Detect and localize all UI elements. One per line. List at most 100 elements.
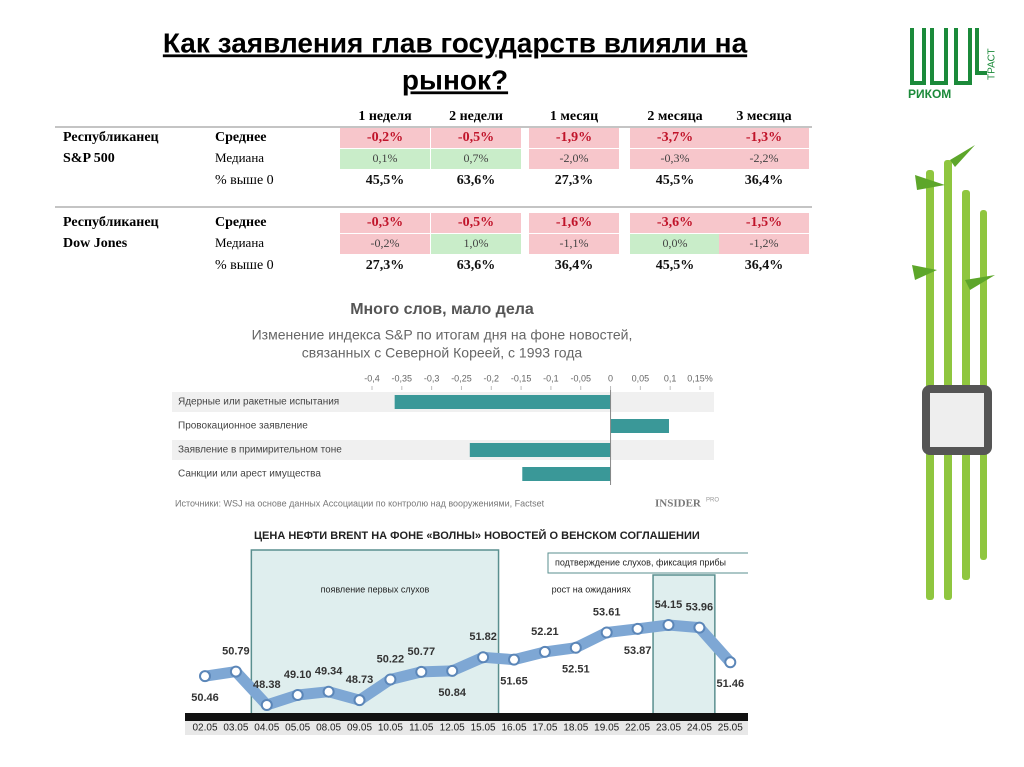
- cell-bg: [630, 149, 720, 169]
- cell: 36,4%: [555, 258, 594, 273]
- brand-suffix: PRO: [706, 498, 719, 504]
- cell: -0,3%: [367, 215, 403, 230]
- x-tick-label: 0,1: [664, 373, 677, 383]
- cell: -1,5%: [746, 215, 782, 230]
- point: [600, 626, 613, 639]
- point: [260, 699, 273, 711]
- cell: 36,4%: [745, 258, 784, 273]
- cell: 0,1%: [373, 151, 398, 165]
- x-tick-label: 0,05: [632, 373, 650, 383]
- column-header: 1 месяц: [550, 109, 598, 124]
- cell-bg: [719, 149, 809, 169]
- x-tick-label: 15.05: [471, 723, 496, 734]
- x-tick-label: -0,2: [484, 373, 500, 383]
- region: [652, 574, 716, 718]
- cell-bg: [529, 149, 619, 169]
- cell-bg: [630, 234, 720, 254]
- cell: 36,4%: [745, 173, 784, 188]
- point: [322, 685, 335, 698]
- point: [693, 621, 706, 634]
- bar: [522, 467, 611, 481]
- point: [415, 665, 428, 678]
- cell-bg: [340, 128, 430, 148]
- point: [353, 694, 366, 707]
- cell-bg: [431, 149, 521, 169]
- title: рынок?: [402, 64, 508, 95]
- x-tick-label: -0,05: [570, 373, 591, 383]
- cell: -2,2%: [750, 151, 779, 165]
- source: Источники: WSJ на основе данных Ассоциац…: [175, 498, 545, 508]
- cell-bg: [340, 149, 430, 169]
- cell: 63,6%: [457, 173, 496, 188]
- cell: 27,3%: [366, 258, 405, 273]
- point: [724, 656, 737, 669]
- x-tick-label: 12.05: [440, 723, 465, 734]
- row-label: Медиана: [215, 150, 264, 165]
- x-tick-label: 23.05: [656, 723, 681, 734]
- x-tick-label: 17.05: [532, 723, 557, 734]
- chart-subtitle: Изменение индекса S&P по итогам дня на ф…: [252, 327, 633, 343]
- cell: 0,7%: [464, 151, 489, 165]
- x-tick-label: 03.05: [223, 723, 248, 734]
- x-tick-label: -0,25: [451, 373, 472, 383]
- point: [199, 670, 211, 683]
- cell: 27,3%: [555, 173, 594, 188]
- cell-bg: [630, 128, 720, 148]
- x-tick-label: 19.05: [594, 723, 619, 734]
- value-label: 49.34: [315, 666, 343, 678]
- x-tick-label: 04.05: [254, 723, 279, 734]
- region-label: подтверждение слухов, фиксация прибы: [555, 557, 726, 567]
- value-label: 52.21: [531, 626, 559, 638]
- cell-bg: [431, 234, 521, 254]
- cell: 1,0%: [464, 236, 489, 250]
- cell-bg: [719, 128, 809, 148]
- cell: -0,2%: [371, 236, 400, 250]
- date-band: [185, 721, 748, 735]
- cell: -3,6%: [657, 215, 693, 230]
- cell: -1,9%: [556, 130, 592, 145]
- column-header: 3 месяца: [736, 109, 791, 124]
- row-label: % выше 0: [215, 173, 274, 188]
- point: [538, 645, 551, 658]
- value-label: 50.46: [191, 692, 219, 704]
- cell: -0,2%: [367, 130, 403, 145]
- chart-subtitle: связанных с Северной Кореей, с 1993 года: [302, 345, 583, 361]
- column-header: 1 неделя: [358, 109, 412, 124]
- chart-title: Много слов, мало дела: [350, 301, 534, 318]
- x-tick-label: -0,15: [511, 373, 532, 383]
- cell-bg: [719, 234, 809, 254]
- row-label: Медиана: [215, 235, 264, 250]
- point: [508, 653, 520, 666]
- x-tick-label: 05.05: [285, 723, 310, 734]
- value-label: 51.46: [717, 678, 745, 690]
- cell: 63,6%: [457, 258, 496, 273]
- category-label: Санкции или арест имущества: [178, 469, 321, 480]
- point: [446, 664, 459, 677]
- cell: -1,2%: [750, 236, 779, 250]
- bar: [469, 443, 611, 457]
- x-tick-label: 0,15%: [687, 373, 713, 383]
- bar: [394, 395, 611, 409]
- cell-bg: [340, 234, 430, 254]
- cell: 45,5%: [656, 258, 695, 273]
- x-tick-label: -0,3: [424, 373, 440, 383]
- logo-suffix: ТРАСТ: [987, 48, 998, 80]
- bar: [610, 419, 669, 433]
- cell-bg: [529, 213, 619, 233]
- value-label: 51.82: [469, 631, 497, 643]
- value-label: 50.84: [438, 687, 466, 699]
- category-label: Ядерные или ракетные испытания: [178, 397, 339, 408]
- value-label: 53.96: [686, 602, 714, 614]
- x-tick-label: 0: [608, 373, 613, 383]
- x-tick-label: 08.05: [316, 723, 341, 734]
- x-tick-label: 25.05: [718, 723, 743, 734]
- x-tick-label: 16.05: [501, 723, 526, 734]
- row-label: Среднее: [215, 130, 267, 145]
- column-header: 2 недели: [449, 109, 503, 124]
- brand: INSIDER: [655, 498, 702, 510]
- cell-bg: [529, 234, 619, 254]
- point: [291, 689, 304, 702]
- cell: -2,0%: [560, 151, 589, 165]
- cell: -0,5%: [458, 215, 494, 230]
- logo: РИКОМ ТРАСТ: [908, 28, 998, 101]
